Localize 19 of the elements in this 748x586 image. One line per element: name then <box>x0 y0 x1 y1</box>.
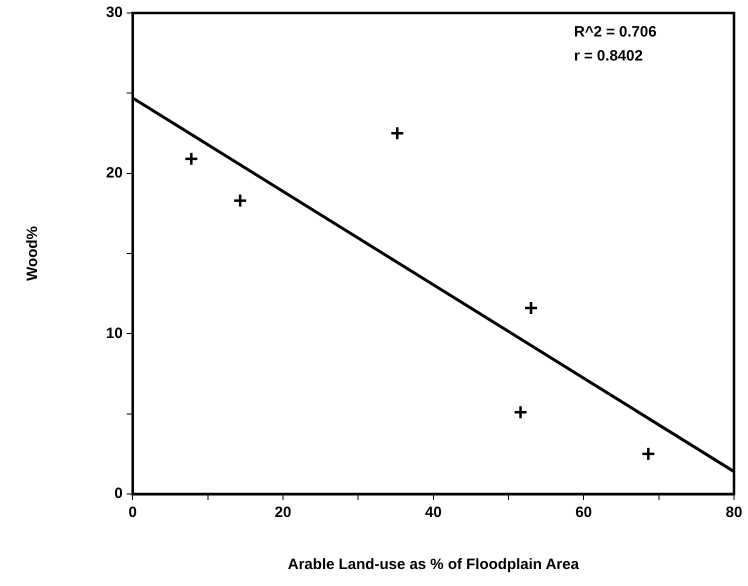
point <box>390 126 405 140</box>
point <box>232 193 248 208</box>
x-tick-label: 60 <box>575 504 592 522</box>
y-tick-label: 30 <box>106 4 123 22</box>
point <box>641 446 656 462</box>
x-axis-title: Arable Land-use as % of Floodplain Area <box>288 556 580 574</box>
x-tick-label: 0 <box>128 504 137 522</box>
annotation: r = 0.8402 <box>574 48 643 65</box>
point <box>524 300 538 316</box>
point <box>513 404 528 420</box>
y-tick-label: 10 <box>106 324 123 342</box>
y-tick-label: 0 <box>114 485 123 502</box>
x-tick-label: 40 <box>425 504 442 522</box>
y-tick-label: 20 <box>106 164 123 182</box>
point <box>184 152 199 166</box>
annotation: R^2 = 0.706 <box>574 24 657 41</box>
x-tick-label: 80 <box>726 504 742 522</box>
x-tick-label: 20 <box>274 504 292 522</box>
y-axis-title: Wood% <box>24 226 42 281</box>
